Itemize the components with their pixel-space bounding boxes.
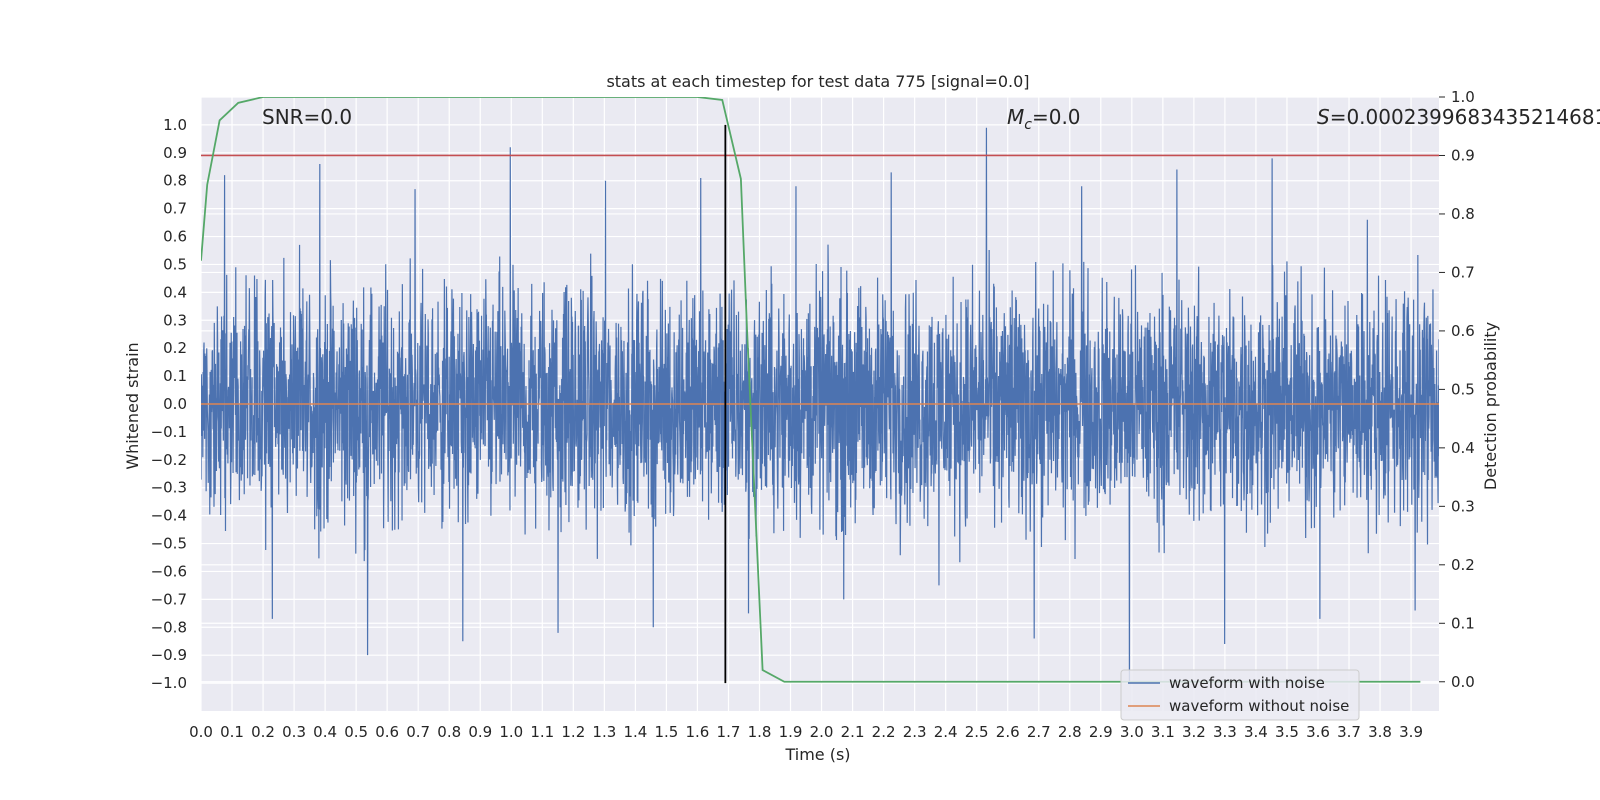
x-tick-label: 2.9 [1089,723,1113,741]
x-tick-label: 3.0 [1120,723,1144,741]
series-waveform-with-noise [201,127,1439,684]
chart-title: stats at each timestep for test data 775… [606,72,1029,91]
legend-box [1120,669,1360,721]
x-tick-label: 2.8 [1058,723,1082,741]
x-tick-label: 3.2 [1182,723,1206,741]
x-tick-label: 1.1 [530,723,554,741]
y2-tick-label: 0.5 [1451,380,1475,398]
x-tick-label: 0.1 [220,723,244,741]
x-tick-label: 1.5 [654,723,678,741]
x-tick-label: 2.2 [872,723,896,741]
y-tick-label: 0.6 [163,228,187,246]
x-tick-label: 1.3 [592,723,616,741]
y-tick-label: 0.1 [163,367,187,385]
y-tick-label: −0.5 [151,535,187,553]
x-tick-label: 1.4 [623,723,647,741]
s-annotation: S=0.00023996834352146816 [1317,105,1600,129]
y-tick-label: −0.6 [151,562,187,580]
x-tick-label: 1.7 [717,723,741,741]
x-tick-label: 0.0 [189,723,213,741]
x-tick-label: 3.1 [1151,723,1175,741]
x-tick-label: 0.3 [282,723,306,741]
x-tick-label: 3.9 [1399,723,1423,741]
x-tick-label: 3.3 [1213,723,1237,741]
y2-tick-label: 0.7 [1451,263,1475,281]
y-axis-label: Whitened strain [123,342,142,469]
x-tick-label: 3.8 [1368,723,1392,741]
x-tick-label: 3.7 [1337,723,1361,741]
x-tick-label: 1.9 [779,723,803,741]
y-axis-ticks: 1.0 0.9 0.8 0.7 0.6 0.5 0.4 0.3 0.2 0.1 0.0 −0.1 −0.… [151,116,187,692]
series-detection-probability [201,97,1421,683]
x-tick-label: 2.5 [965,723,989,741]
y-tick-label: −1.0 [151,674,187,692]
legend-entry-clean: waveform without noise [1169,697,1349,715]
y-tick-label: 0.2 [163,339,187,357]
x-tick-label: 3.6 [1306,723,1330,741]
legend-entry-noise: waveform with noise [1169,674,1325,692]
x-tick-label: 0.4 [313,723,337,741]
y2-tick-label: 0.0 [1451,673,1475,691]
y2-tick-label: 0.6 [1451,322,1475,340]
y-tick-label: 0.7 [163,200,187,218]
x-tick-label: 1.0 [499,723,523,741]
y-tick-label: −0.8 [151,618,187,636]
snr-annotation: SNR=0.0 [262,105,352,129]
x-tick-label: 1.6 [686,723,710,741]
y2-tick-label: 0.9 [1451,146,1475,164]
x-axis-label: Time (s) [784,745,850,764]
series-layer [201,97,1439,684]
y-tick-label: −0.7 [151,590,187,608]
x-tick-label: 0.2 [251,723,275,741]
y-tick-label: 0.9 [163,144,187,162]
y2-tick-label: 0.4 [1451,439,1475,457]
y2-tick-label: 1.0 [1451,88,1475,106]
x-tick-label: 2.1 [841,723,865,741]
y-tick-label: 0.5 [163,255,187,273]
x-tick-label: 0.8 [437,723,461,741]
y-tick-label: 1.0 [163,116,187,134]
x-tick-label: 1.2 [561,723,585,741]
y-tick-label: −0.2 [151,451,187,469]
y2-axis-ticks: 1.0 0.9 0.8 0.7 0.6 0.5 0.4 0.3 0.2 0.1 0.0 [1439,88,1475,691]
y-tick-label: −0.3 [151,479,187,497]
y2-tick-label: 0.3 [1451,497,1475,515]
mc-annotation: Mc=0.0 [1007,105,1081,133]
x-tick-label: 3.5 [1275,723,1299,741]
y-tick-label: −0.4 [151,507,187,525]
x-tick-label: 2.3 [903,723,927,741]
x-tick-label: 2.0 [810,723,834,741]
y-tick-label: 0.3 [163,311,187,329]
x-tick-label: 2.4 [934,723,958,741]
y-tick-label: 0.8 [163,172,187,190]
x-tick-label: 0.5 [344,723,368,741]
x-tick-label: 0.6 [375,723,399,741]
x-tick-label: 3.4 [1244,723,1268,741]
x-tick-label: 1.8 [748,723,772,741]
y-tick-label: −0.1 [151,423,187,441]
x-tick-label: 0.9 [468,723,492,741]
x-tick-label: 2.7 [1027,723,1051,741]
x-tick-label: 2.6 [996,723,1020,741]
y-tick-label: −0.9 [151,646,187,664]
y2-tick-label: 0.1 [1451,614,1475,632]
y-tick-label: 0.4 [163,283,187,301]
y2-tick-label: 0.8 [1451,205,1475,223]
y-tick-label: 0.0 [163,395,187,413]
y2-axis-label: Detection probability [1481,322,1500,490]
legend: waveform with noise waveform without noi… [1120,669,1360,721]
y2-tick-label: 0.2 [1451,556,1475,574]
x-axis-ticks: 0.0 0.1 0.2 0.3 0.4 0.5 0.6 0.7 0.8 0.9 1.0 1.1 1.2 1… [189,723,1423,741]
x-tick-label: 0.7 [406,723,430,741]
